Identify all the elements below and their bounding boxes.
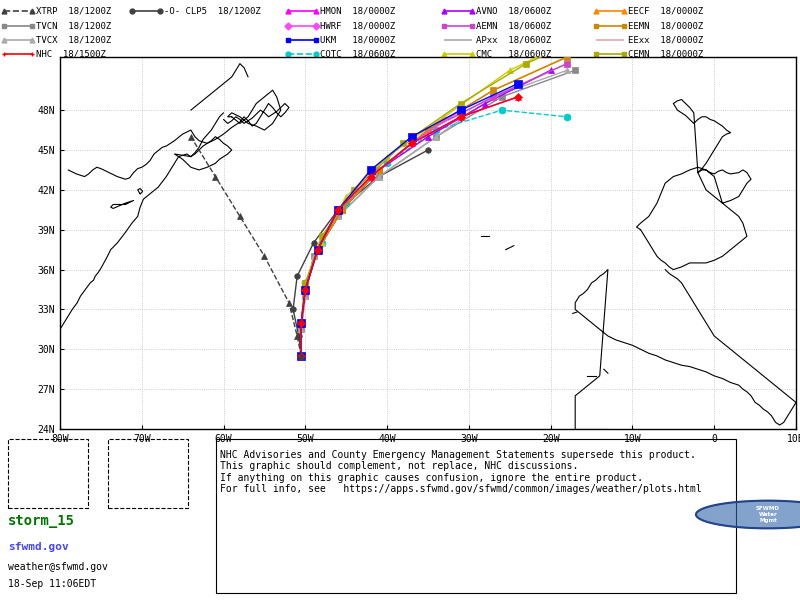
Text: 18-Sep 11:06EDT: 18-Sep 11:06EDT [8, 580, 96, 589]
Text: EEMN  18/0000Z: EEMN 18/0000Z [628, 21, 703, 30]
Text: -O- CLP5  18/1200Z: -O- CLP5 18/1200Z [164, 7, 261, 16]
Text: NHC Advisories and County Emergency Management Statements supersede this product: NHC Advisories and County Emergency Mana… [220, 449, 702, 494]
Text: COTC  18/0600Z: COTC 18/0600Z [320, 50, 395, 59]
Text: TVCN  18/1200Z: TVCN 18/1200Z [36, 21, 111, 30]
Text: CMC   18/0600Z: CMC 18/0600Z [476, 50, 551, 59]
Text: EExx  18/0000Z: EExx 18/0000Z [628, 35, 703, 44]
Text: TVCX  18/1200Z: TVCX 18/1200Z [36, 35, 111, 44]
Text: AVNO  18/0600Z: AVNO 18/0600Z [476, 7, 551, 16]
Text: SFWMD
Water
Mgmt: SFWMD Water Mgmt [756, 506, 780, 523]
Text: HMON  18/0000Z: HMON 18/0000Z [320, 7, 395, 16]
Text: EECF  18/0000Z: EECF 18/0000Z [628, 7, 703, 16]
Text: NHC  18/1500Z: NHC 18/1500Z [36, 50, 106, 59]
Bar [216, 439, 736, 593]
Text: UKM   18/0000Z: UKM 18/0000Z [320, 35, 395, 44]
Text: HWRF  18/0000Z: HWRF 18/0000Z [320, 21, 395, 30]
Text: storm_15: storm_15 [8, 515, 75, 529]
Polygon shape [696, 500, 800, 529]
Text: XTRP  18/1200Z: XTRP 18/1200Z [36, 7, 111, 16]
Bar [108, 439, 188, 508]
Text: AEMN  18/0600Z: AEMN 18/0600Z [476, 21, 551, 30]
Text: weather@sfwmd.gov: weather@sfwmd.gov [8, 562, 108, 572]
Text: CEMN  18/0000Z: CEMN 18/0000Z [628, 50, 703, 59]
Text: sfwmd.gov: sfwmd.gov [8, 542, 69, 552]
Text: APxx  18/0600Z: APxx 18/0600Z [476, 35, 551, 44]
Bar [8, 439, 88, 508]
